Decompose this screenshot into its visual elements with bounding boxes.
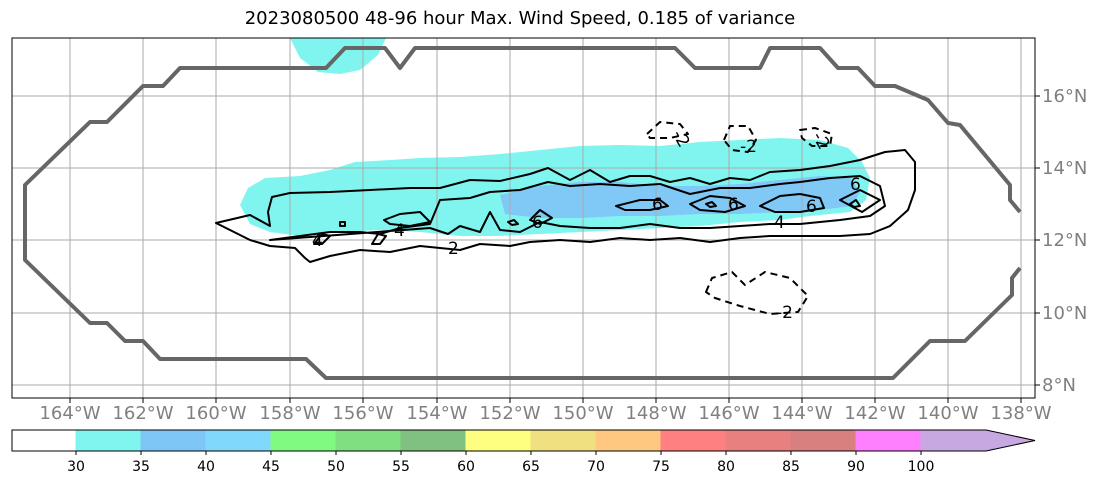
colorbar-tick-label: 70 xyxy=(587,459,605,475)
colorbar-segment xyxy=(140,429,207,452)
contour-label: 4 xyxy=(312,231,323,251)
contour-label: 6 xyxy=(850,175,861,195)
domain-boundary xyxy=(23,46,1022,380)
lon-tick-label: 140°W xyxy=(917,403,978,424)
colorbar-tick-label: 60 xyxy=(457,459,475,475)
lon-tick-label: 154°W xyxy=(406,403,467,424)
contour-label: 4 xyxy=(774,213,785,233)
lon-tick-label: 162°W xyxy=(112,403,173,424)
colorbar-segment xyxy=(725,429,792,452)
map-title: 2023080500 48-96 hour Max. Wind Speed, 0… xyxy=(244,8,796,29)
colorbar-tick-label: 45 xyxy=(262,459,280,475)
colorbar-tick-label: 90 xyxy=(847,459,865,475)
colorbar-blank-segment xyxy=(12,430,76,451)
lat-tick-label: 8°N xyxy=(1042,375,1076,396)
lon-tick-label: 164°W xyxy=(39,403,100,424)
contour-6-c xyxy=(689,195,746,213)
colorbar-tick-label: 40 xyxy=(197,459,215,475)
lon-tick-label: 150°W xyxy=(552,403,613,424)
contour-4-small-b xyxy=(371,233,387,245)
contour-4-small-a xyxy=(383,211,431,227)
lon-tick-label: 156°W xyxy=(332,403,393,424)
colorbar-segment xyxy=(595,429,662,452)
lon-tick-label: 158°W xyxy=(259,403,320,424)
colorbar-tick-label: 85 xyxy=(782,459,800,475)
contours-negative xyxy=(646,121,833,315)
contour-label: 2 xyxy=(448,239,459,259)
colorbar-segment xyxy=(920,429,1036,452)
lon-tick-label: 142°W xyxy=(844,403,905,424)
contour-6-e xyxy=(839,189,881,213)
colorbar-segment xyxy=(855,429,922,452)
colorbar-tick-label: 35 xyxy=(132,459,150,475)
colorbar xyxy=(12,429,1036,452)
contour-label: 6 xyxy=(652,195,663,215)
colorbar-tick-label: 100 xyxy=(908,459,935,475)
colorbar-segment xyxy=(790,429,857,452)
colorbar-tick-label: 30 xyxy=(67,459,85,475)
colorbar-tick-label: 50 xyxy=(327,459,345,475)
contour-label: 6 xyxy=(532,213,543,233)
contour-6-d xyxy=(759,193,825,213)
contour-2-outer xyxy=(215,149,916,263)
contour-label: 6 xyxy=(806,197,817,217)
contour-6-b xyxy=(615,199,669,211)
colorbar-outline xyxy=(11,429,1036,452)
lon-tick-label: 138°W xyxy=(990,403,1051,424)
lat-tick-marks xyxy=(1035,95,1040,386)
colorbar-tick-label: 80 xyxy=(717,459,735,475)
lon-tick-label: 144°W xyxy=(771,403,832,424)
lon-tick-labels: 164°W 162°W 160°W 158°W 156°W 154°W 152°… xyxy=(39,403,1051,424)
colorbar-tick-label: 75 xyxy=(652,459,670,475)
lon-tick-label: 152°W xyxy=(479,403,540,424)
contour-neg-b xyxy=(723,125,757,153)
colorbar-segment xyxy=(465,429,532,452)
contour-label-layer: 2 2 2 2 2 4 4 4 6 6 6 6 6 -2 -2 -2 -2 xyxy=(312,127,861,324)
contour-label: 6 xyxy=(728,195,739,215)
lon-tick-label: 160°W xyxy=(185,403,246,424)
colorbar-segment xyxy=(205,429,272,452)
contour-label: -2 xyxy=(740,137,757,157)
contour-label: -2 xyxy=(776,303,793,323)
contour-6-i xyxy=(507,219,519,226)
contour-6-h xyxy=(339,221,346,227)
colorbar-segment xyxy=(530,429,597,452)
colorbar-segment xyxy=(660,429,727,452)
lat-tick-labels: 16°N 14°N 12°N 10°N 8°N xyxy=(1042,86,1087,396)
lon-tick-label: 148°W xyxy=(625,403,686,424)
contour-4-main xyxy=(269,175,886,241)
contour-6-a xyxy=(529,209,553,225)
contour-label: 4 xyxy=(394,221,405,241)
colorbar-tick-label: 65 xyxy=(522,459,540,475)
colorbar-segment xyxy=(75,429,142,452)
wind-shading-35 xyxy=(500,176,860,218)
contours-positive xyxy=(215,149,916,263)
lon-tick-marks xyxy=(69,398,1022,403)
lat-tick-label: 10°N xyxy=(1042,303,1087,324)
colorbar-segment xyxy=(335,429,402,452)
contour-6-g xyxy=(849,199,861,208)
map-frame xyxy=(11,37,1036,399)
colorbar-tick-label: 55 xyxy=(392,459,410,475)
graticule xyxy=(12,38,1035,398)
colorbar-segment xyxy=(270,429,337,452)
contour-6-f xyxy=(705,201,717,208)
contour-4-small-c xyxy=(313,233,331,245)
colorbar-segment xyxy=(400,429,467,452)
lat-tick-label: 14°N xyxy=(1042,158,1087,179)
contour-neg-c xyxy=(799,127,833,147)
colorbar-labels: 30 35 40 45 50 55 60 65 70 75 80 85 90 100 xyxy=(67,451,934,475)
lat-tick-label: 12°N xyxy=(1042,230,1087,251)
contour-neg-a xyxy=(646,121,689,139)
lon-tick-label: 146°W xyxy=(698,403,759,424)
lat-tick-label: 16°N xyxy=(1042,86,1087,107)
